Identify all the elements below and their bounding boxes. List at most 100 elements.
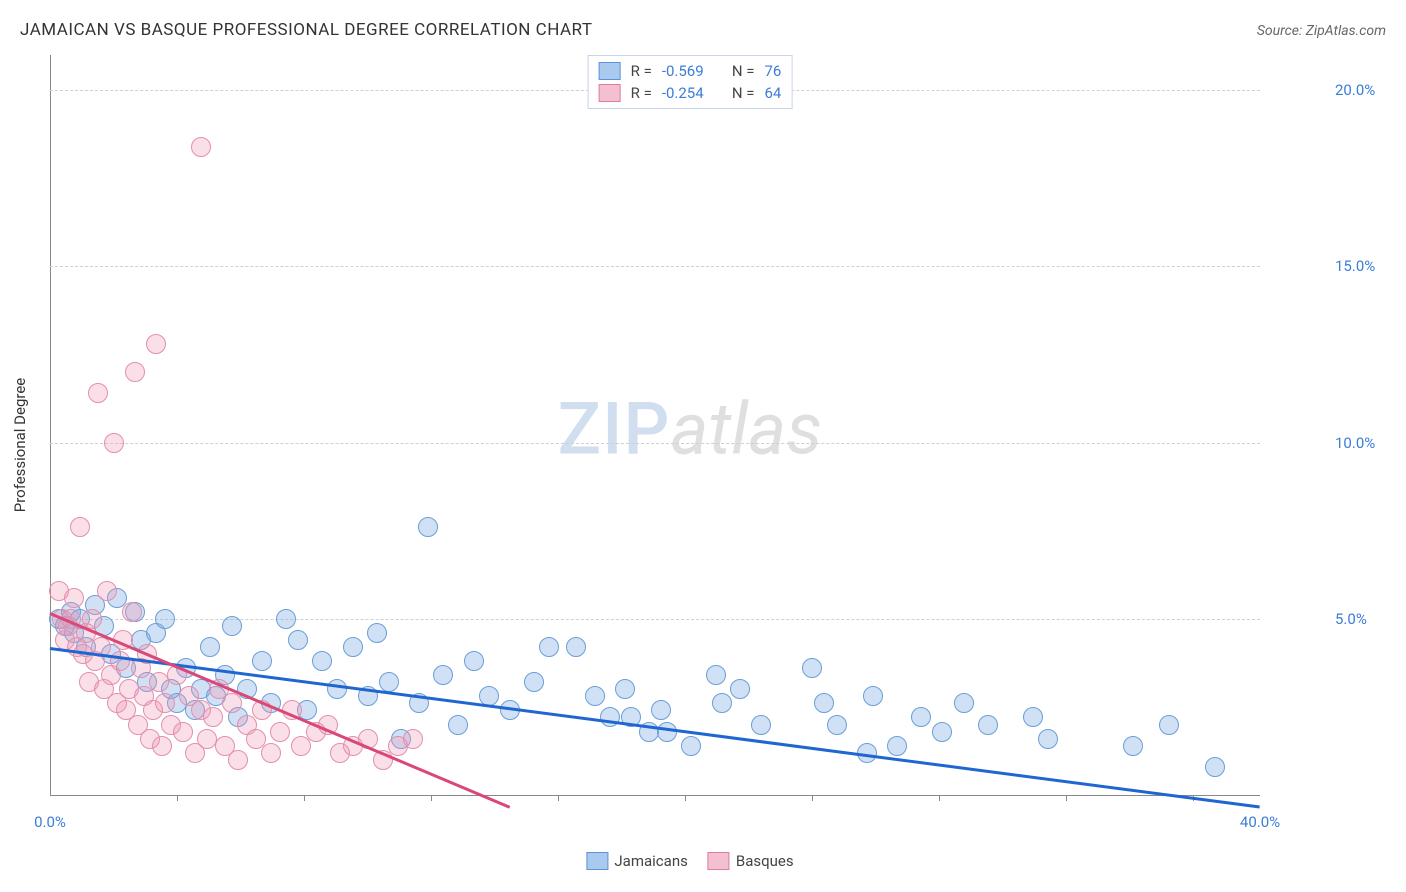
- data-point: [367, 623, 387, 643]
- series-legend-item: Basques: [708, 852, 794, 870]
- r-label: R =: [631, 62, 652, 80]
- x-tick: [685, 795, 686, 801]
- x-min-label: 0.0%: [34, 813, 66, 831]
- data-point: [252, 651, 272, 671]
- data-point: [730, 679, 750, 699]
- y-tick-label: 20.0%: [1335, 81, 1390, 99]
- correlation-legend-row: R = -0.254 N = 64: [599, 82, 782, 104]
- data-point: [149, 672, 169, 692]
- legend-swatch: [708, 852, 730, 870]
- data-point: [312, 651, 332, 671]
- y-axis: [50, 55, 51, 795]
- series-name: Jamaicans: [614, 852, 687, 870]
- series-name: Basques: [736, 852, 794, 870]
- data-point: [155, 609, 175, 629]
- data-point: [600, 707, 620, 727]
- x-tick: [431, 795, 432, 801]
- data-point: [152, 736, 172, 756]
- data-point: [418, 517, 438, 537]
- data-point: [203, 707, 223, 727]
- y-tick-label: 10.0%: [1335, 434, 1390, 452]
- data-point: [97, 581, 117, 601]
- data-point: [200, 637, 220, 657]
- n-label: N =: [732, 84, 755, 102]
- data-point: [681, 736, 701, 756]
- data-point: [228, 750, 248, 770]
- data-point: [887, 736, 907, 756]
- correlation-legend: R = -0.569 N = 76 R = -0.254 N = 64: [588, 55, 793, 109]
- data-point: [327, 679, 347, 699]
- data-point: [802, 658, 822, 678]
- data-point: [615, 679, 635, 699]
- data-point: [88, 383, 108, 403]
- scatter-plot: Professional Degree ZIPatlas 5.0%10.0%15…: [50, 55, 1330, 835]
- x-axis: [50, 795, 1260, 796]
- data-point: [1205, 757, 1225, 777]
- n-value: 64: [764, 84, 781, 102]
- gridline: [50, 266, 1260, 267]
- legend-swatch: [599, 62, 621, 80]
- r-value: -0.569: [662, 62, 722, 80]
- y-tick-label: 5.0%: [1335, 610, 1390, 628]
- y-tick-label: 15.0%: [1335, 257, 1390, 275]
- data-point: [566, 637, 586, 657]
- data-point: [104, 433, 124, 453]
- data-point: [222, 616, 242, 636]
- data-point: [651, 700, 671, 720]
- data-point: [270, 722, 290, 742]
- data-point: [1123, 736, 1143, 756]
- data-point: [403, 729, 423, 749]
- n-value: 76: [764, 62, 781, 80]
- data-point: [64, 588, 84, 608]
- header: JAMAICAN VS BASQUE PROFESSIONAL DEGREE C…: [20, 20, 1386, 40]
- data-point: [954, 693, 974, 713]
- data-point: [932, 722, 952, 742]
- data-point: [539, 637, 559, 657]
- data-point: [70, 517, 90, 537]
- legend-swatch: [586, 852, 608, 870]
- r-value: -0.254: [662, 84, 722, 102]
- data-point: [827, 715, 847, 735]
- data-point: [863, 686, 883, 706]
- series-legend: Jamaicans Basques: [586, 852, 793, 870]
- data-point: [585, 686, 605, 706]
- data-point: [261, 743, 281, 763]
- data-point: [197, 729, 217, 749]
- n-label: N =: [732, 62, 755, 80]
- source-label: Source: ZipAtlas.com: [1257, 23, 1386, 39]
- data-point: [712, 693, 732, 713]
- legend-swatch: [599, 84, 621, 102]
- watermark: ZIPatlas: [558, 387, 823, 472]
- x-tick: [939, 795, 940, 801]
- data-point: [173, 722, 193, 742]
- data-point: [1038, 729, 1058, 749]
- x-tick: [558, 795, 559, 801]
- data-point: [125, 362, 145, 382]
- data-point: [706, 665, 726, 685]
- r-label: R =: [631, 84, 652, 102]
- data-point: [343, 637, 363, 657]
- data-point: [433, 665, 453, 685]
- x-tick: [304, 795, 305, 801]
- data-point: [1023, 707, 1043, 727]
- data-point: [146, 334, 166, 354]
- data-point: [288, 630, 308, 650]
- data-point: [657, 722, 677, 742]
- x-tick: [177, 795, 178, 801]
- data-point: [276, 609, 296, 629]
- data-point: [222, 693, 242, 713]
- data-point: [751, 715, 771, 735]
- correlation-legend-row: R = -0.569 N = 76: [599, 60, 782, 82]
- x-max-label: 40.0%: [1240, 813, 1280, 831]
- x-tick: [1066, 795, 1067, 801]
- y-axis-label: Professional Degree: [11, 378, 29, 513]
- trend-line: [50, 647, 1260, 808]
- data-point: [464, 651, 484, 671]
- data-point: [291, 736, 311, 756]
- data-point: [524, 672, 544, 692]
- data-point: [110, 651, 130, 671]
- data-point: [911, 707, 931, 727]
- data-point: [1159, 715, 1179, 735]
- data-point: [978, 715, 998, 735]
- data-point: [448, 715, 468, 735]
